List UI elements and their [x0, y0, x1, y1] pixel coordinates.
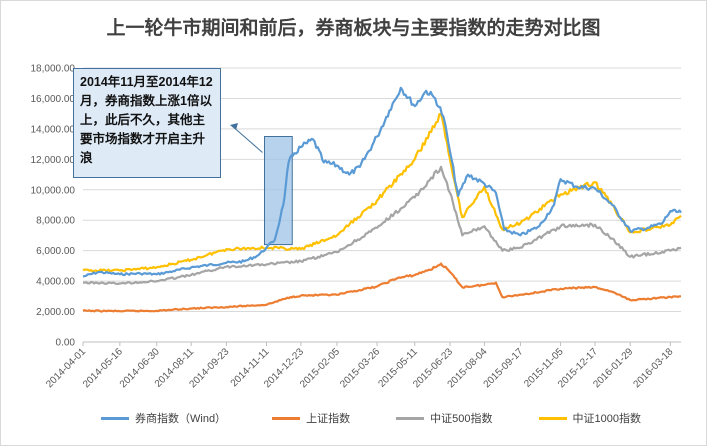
y-tick-label: 8,000.00	[36, 216, 75, 227]
x-tick-label: 2015-09-17	[482, 346, 526, 390]
legend-item: 券商指数（Wind）	[101, 410, 226, 426]
legend-item: 上证指数	[272, 410, 350, 426]
y-tick-label: 14,000.00	[31, 124, 76, 135]
legend-swatch	[272, 416, 301, 420]
y-tick-label: 0.00	[56, 338, 76, 349]
x-tick-label: 2015-02-05	[298, 346, 342, 390]
y-tick-label: 4,000.00	[36, 277, 75, 288]
legend-swatch	[101, 416, 129, 420]
callout-pointer-head	[230, 123, 238, 130]
legend-item: 中证500指数	[396, 410, 492, 426]
y-tick-label: 10,000.00	[31, 185, 76, 196]
series-line-0	[82, 86, 682, 278]
legend-swatch	[538, 416, 567, 420]
legend-label: 中证1000指数	[572, 413, 641, 425]
annotation-callout: 2014年11月至2014年12月，券商指数上涨1倍以上，此后不久，其他主要市场…	[73, 68, 221, 178]
x-tick-label: 2015-03-26	[338, 346, 382, 390]
legend-label: 中证500指数	[430, 413, 493, 425]
y-tick-label: 6,000.00	[36, 246, 75, 257]
x-tick-label: 2016-03-18	[632, 346, 676, 390]
series-line-1	[82, 262, 681, 313]
legend-label: 券商指数（Wind）	[135, 413, 227, 425]
callout-pointer	[230, 124, 263, 153]
legend-swatch	[396, 416, 425, 420]
chart-legend: 券商指数（Wind） 上证指数 中证500指数 中证1000指数	[101, 409, 641, 427]
legend-item: 中证1000指数	[538, 410, 641, 426]
y-tick-label: 16,000.00	[31, 94, 76, 105]
y-tick-label: 12,000.00	[31, 155, 76, 166]
chart-title: 上一轮牛市期间和前后，券商板块与主要指数的走势对比图	[106, 18, 601, 39]
legend-label: 上证指数	[306, 413, 351, 425]
y-tick-label: 18,000.00	[31, 64, 76, 75]
series-line-2	[82, 165, 682, 285]
y-tick-label: 2,000.00	[36, 307, 75, 318]
